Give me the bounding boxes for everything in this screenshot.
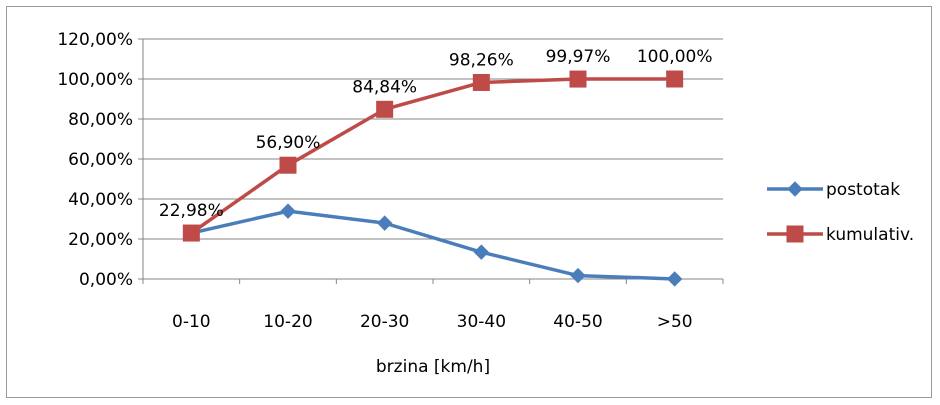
diamond-marker <box>473 244 490 260</box>
legend-label: kumulativ. <box>826 225 914 245</box>
diamond-marker <box>666 271 683 287</box>
gridlines <box>143 38 723 240</box>
y-tick-label: 40,00% <box>68 190 133 210</box>
x-axis-label: brzina [km/h] <box>376 357 490 377</box>
data-label: 100,00% <box>637 47 713 67</box>
data-label: 99,97% <box>546 47 611 67</box>
chart-frame <box>6 6 932 398</box>
x-tick-label: 20-30 <box>360 312 409 332</box>
x-tick-label: 10-20 <box>263 312 312 332</box>
x-tick-label: >50 <box>657 312 693 332</box>
square-marker <box>569 70 587 88</box>
diamond-marker <box>570 267 586 284</box>
legend: postotak kumulativ. <box>767 180 914 245</box>
y-tick-label: 80,00% <box>68 110 133 130</box>
square-marker <box>279 156 297 174</box>
series-line-postotak <box>190 209 675 281</box>
series-line-kumulativ. <box>190 77 675 235</box>
y-tick-label: 60,00% <box>68 150 133 170</box>
square-marker <box>472 73 490 91</box>
x-tick-label: 40-50 <box>553 312 602 332</box>
legend-label: postotak <box>826 180 900 200</box>
data-labels: 22,98% 56,90% 84,84% 98,26% 99,97% 100,00% <box>159 47 713 221</box>
data-label: 98,26% <box>449 50 514 70</box>
square-marker <box>786 225 804 243</box>
square-marker <box>182 224 200 242</box>
diamond-marker <box>280 203 296 219</box>
y-tick-label: 100,00% <box>57 70 133 90</box>
square-marker <box>666 70 684 88</box>
data-label: 22,98% <box>159 201 224 221</box>
y-tick-label: 0,00% <box>79 270 133 290</box>
diamond-marker <box>787 181 803 197</box>
axes <box>138 38 724 284</box>
y-tick-label: 120,00% <box>57 30 133 50</box>
data-label: 84,84% <box>352 77 417 97</box>
series-lines <box>190 77 675 281</box>
square-marker <box>376 100 394 118</box>
y-tick-labels: 0,00% 20,00% 40,00% 60,00% 80,00% 100,00% 120,… <box>57 30 133 290</box>
x-tick-label: 0-10 <box>172 312 211 332</box>
data-label: 56,90% <box>256 133 321 153</box>
diamond-marker <box>376 215 393 231</box>
x-tick-label: 30-40 <box>457 312 506 332</box>
x-tick-labels: 0-10 10-20 20-30 30-40 40-50 >50 <box>172 312 693 332</box>
y-tick-label: 20,00% <box>68 230 133 250</box>
series-markers <box>182 70 684 287</box>
